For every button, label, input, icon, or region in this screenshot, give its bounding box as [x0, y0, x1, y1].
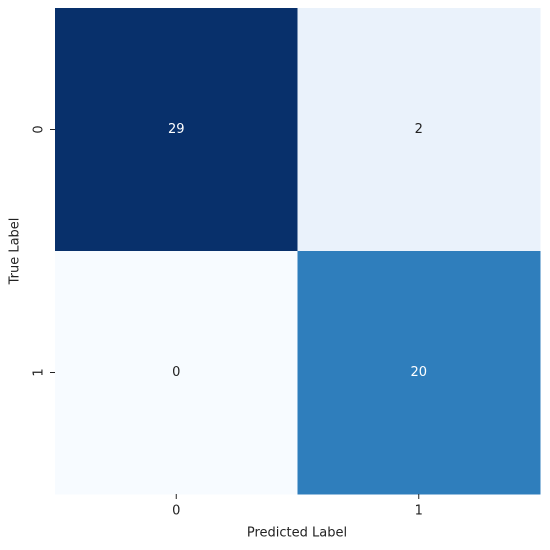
heatmap-cell: [297, 8, 541, 252]
x-tick-label: 1: [415, 504, 423, 519]
cell-value-label: 2: [415, 122, 423, 137]
heatmap-cell: [55, 251, 298, 495]
cell-value-label: 29: [168, 122, 185, 137]
x-tick-label: 0: [172, 504, 180, 519]
heatmap-cell: [55, 8, 298, 252]
y-tick-label: 0: [32, 125, 47, 133]
heatmap-cell: [297, 251, 541, 495]
cell-value-label: 0: [172, 365, 180, 380]
y-axis-label: True Label: [8, 218, 23, 286]
y-tick-label: 1: [32, 368, 47, 376]
x-axis-label: Predicted Label: [247, 526, 347, 541]
cell-value-label: 20: [410, 365, 427, 380]
